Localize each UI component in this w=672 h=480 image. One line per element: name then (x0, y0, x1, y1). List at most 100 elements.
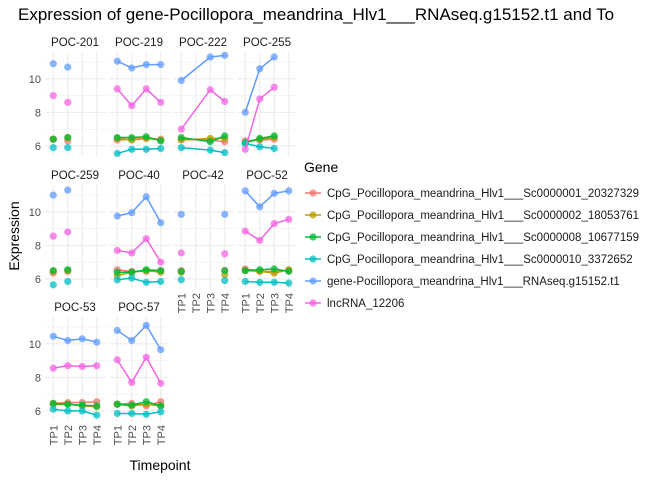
data-point (113, 85, 121, 93)
data-point (49, 266, 57, 275)
data-point (49, 144, 57, 152)
y-tick-label: 10 (29, 74, 41, 86)
series-line (117, 147, 161, 155)
x-tick-label: TP1 (112, 425, 124, 445)
data-point (128, 336, 136, 345)
data-point (78, 401, 86, 409)
data-point (157, 277, 165, 286)
data-point (157, 98, 165, 106)
data-point (113, 212, 121, 220)
data-point (49, 332, 57, 340)
series-line (116, 324, 162, 351)
data-point (221, 266, 229, 275)
data-point (157, 408, 165, 416)
data-point (128, 249, 136, 257)
x-tick-label: TP3 (77, 425, 89, 445)
data-point (49, 281, 57, 289)
facet-label: POC-40 (118, 170, 160, 182)
series-line (116, 87, 162, 107)
data-point (128, 274, 136, 282)
x-tick-label: TP2 (63, 425, 75, 445)
x-tick-label: TP1 (48, 425, 60, 445)
data-point (113, 326, 121, 335)
data-point (177, 249, 185, 257)
series-line (245, 280, 289, 284)
y-tick-label: 6 (35, 406, 41, 418)
legend-entry-label: CpG_Pocillopora_meandrina_Hlv1___Sc00000… (327, 188, 639, 200)
series-line (117, 411, 161, 416)
data-point (241, 227, 249, 235)
data-point (177, 125, 185, 133)
data-point (157, 379, 165, 387)
legend-key-point (309, 189, 317, 197)
data-point (206, 138, 214, 146)
data-point (256, 95, 264, 103)
data-point (256, 236, 264, 244)
data-point (64, 186, 72, 194)
data-point (270, 189, 278, 197)
data-point (241, 266, 249, 275)
legend-entry-label: CpG_Pocillopora_meandrina_Hlv1___Sc00000… (327, 232, 639, 244)
facet-panel-poc-259: POC-259 6 8 10 (29, 170, 105, 289)
series-line (53, 400, 97, 405)
data-point (142, 278, 150, 286)
data-point (113, 246, 121, 255)
data-point (157, 258, 165, 266)
data-point (142, 410, 150, 418)
x-tick-label: TP2 (255, 293, 267, 313)
facet-panel-poc-52: POC-52 TP1 TP2 TP3 TP4 (237, 170, 297, 313)
series-line (53, 408, 97, 416)
series-line (245, 268, 289, 273)
data-point (49, 191, 57, 199)
data-point (113, 57, 121, 65)
data-point (64, 63, 72, 71)
x-axis-label: Timepoint (130, 457, 191, 473)
x-tick-label: TP4 (92, 425, 104, 445)
data-point (49, 92, 57, 100)
data-point (128, 409, 136, 418)
data-point (256, 143, 264, 151)
data-point (49, 232, 57, 240)
facet-label: POC-259 (51, 170, 99, 182)
data-point (270, 144, 278, 153)
x-tick-label: TP4 (156, 425, 168, 445)
x-tick-label: TP1 (176, 293, 188, 313)
data-point (49, 364, 57, 372)
data-point (157, 266, 165, 275)
series-line (53, 335, 97, 343)
facet-panel-poc-42: POC-42 TP1 TP2 TP3 TP4 (173, 170, 233, 313)
y-tick-label: 6 (35, 141, 41, 153)
data-point (142, 145, 150, 153)
data-point (177, 144, 185, 152)
data-point (49, 60, 57, 68)
data-point (142, 321, 150, 329)
facet-label: POC-255 (243, 37, 291, 49)
data-point (78, 362, 86, 371)
data-point (221, 149, 229, 157)
data-point (177, 267, 185, 275)
data-point (256, 134, 264, 142)
y-tick-label: 8 (35, 240, 41, 252)
y-tick-label: 10 (29, 207, 41, 219)
data-point (64, 407, 72, 415)
facet-panel-poc-201: POC-201 6 8 10 (29, 37, 105, 156)
data-point (285, 267, 293, 275)
data-point (177, 210, 185, 218)
data-point (49, 405, 57, 413)
legend-title: Gene (304, 159, 338, 175)
data-point (113, 133, 121, 142)
legend-entry-label: gene-Pocillopora_meandrina_Hlv1___RNAseq… (327, 276, 620, 288)
data-point (64, 98, 72, 106)
data-point (177, 133, 185, 142)
series-line (244, 190, 289, 208)
data-point (221, 277, 229, 285)
data-point (128, 209, 136, 217)
data-point (241, 108, 249, 116)
legend: Gene CpG_Pocillopora_meandrina_Hlv1___Sc… (304, 159, 639, 310)
x-tick-label: TP3 (269, 293, 281, 313)
data-point (142, 398, 150, 406)
legend-entry-label: lncRNA_12206 (327, 298, 404, 310)
x-tick-label: TP4 (284, 293, 296, 313)
data-point (64, 266, 72, 274)
facet-label: POC-52 (246, 170, 288, 182)
